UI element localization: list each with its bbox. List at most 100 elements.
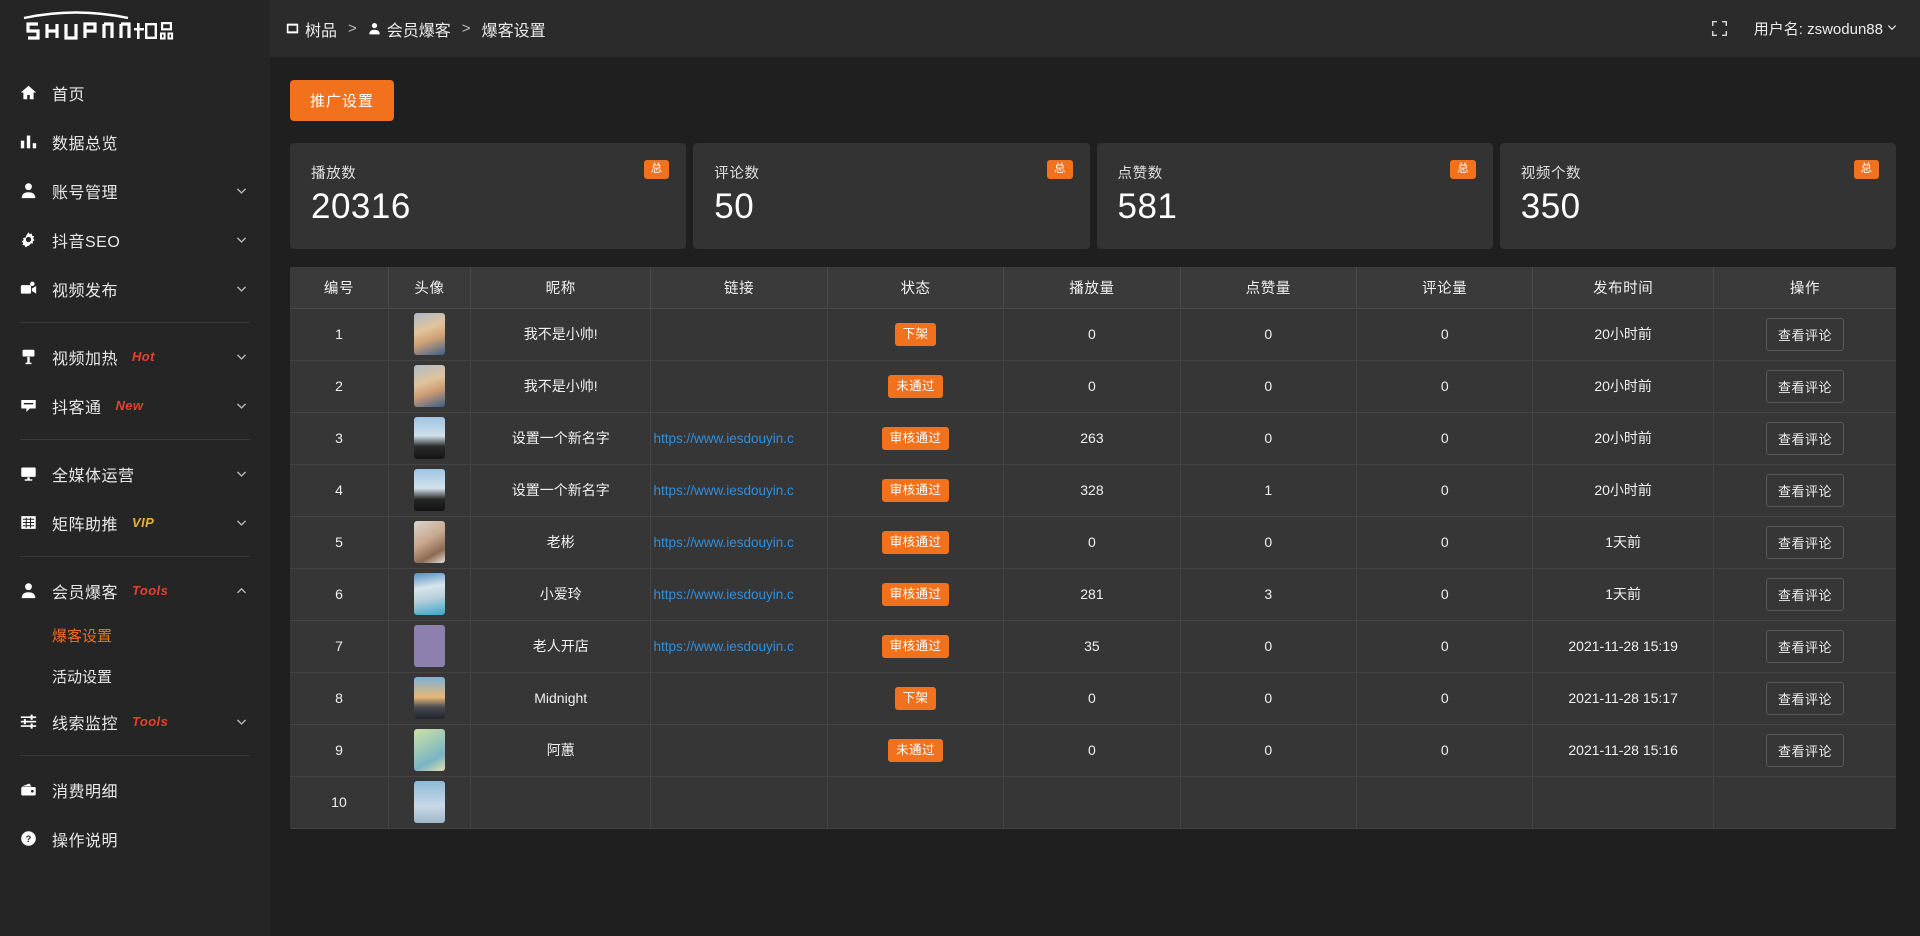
cell-nickname: 设置一个新名字 bbox=[470, 412, 652, 465]
rocket-icon bbox=[20, 348, 42, 365]
sidebar-item-activity-settings[interactable]: 活动设置 bbox=[0, 656, 270, 697]
sidebar-divider bbox=[20, 755, 250, 756]
chevron-down-icon[interactable] bbox=[235, 715, 248, 728]
cell-status: 下架 bbox=[827, 672, 1005, 725]
sidebar-item-member-baoke[interactable]: 会员爆客 Tools bbox=[0, 566, 270, 615]
stat-card-value: 20316 bbox=[311, 187, 411, 226]
chevron-down-icon[interactable] bbox=[235, 467, 248, 480]
sidebar-item-omni-media[interactable]: 全媒体运营 bbox=[0, 449, 270, 498]
sidebar-item-douketong[interactable]: 抖客通 New bbox=[0, 381, 270, 430]
table-row: 4 设置一个新名字 https://www.iesdouyin.c 审核通过 328 1 0… bbox=[290, 464, 1896, 517]
video-link[interactable]: https://www.iesdouyin.c bbox=[653, 586, 794, 602]
chevron-down-icon[interactable] bbox=[235, 282, 248, 295]
sidebar-item-data-overview[interactable]: 数据总览 bbox=[0, 117, 270, 166]
view-comments-button[interactable]: 查看评论 bbox=[1765, 473, 1844, 507]
chevron-down-icon[interactable] bbox=[235, 399, 248, 412]
status-badge: 未通过 bbox=[888, 374, 943, 398]
fullscreen-icon[interactable] bbox=[1711, 20, 1728, 37]
sidebar-item-account-management[interactable]: 账号管理 bbox=[0, 166, 270, 215]
view-comments-button[interactable]: 查看评论 bbox=[1765, 369, 1844, 403]
sidebar-item-consumption-detail[interactable]: 消费明细 bbox=[0, 765, 270, 814]
cell-comments: 0 bbox=[1356, 724, 1534, 777]
view-comments-button[interactable]: 查看评论 bbox=[1765, 577, 1844, 611]
cell-link[interactable]: https://www.iesdouyin.c bbox=[650, 516, 828, 569]
sidebar-item-matrix-boost[interactable]: 矩阵助推 VIP bbox=[0, 498, 270, 547]
brand-logo[interactable] bbox=[0, 0, 270, 58]
cell-plays: 0 bbox=[1003, 360, 1181, 413]
view-comments-button[interactable]: 查看评论 bbox=[1765, 681, 1844, 715]
column-header-avatar: 头像 bbox=[388, 267, 471, 309]
cell-avatar bbox=[388, 464, 471, 517]
cell-status: 审核通过 bbox=[827, 620, 1005, 673]
cell-operations: 查看评论 bbox=[1713, 412, 1896, 465]
chevron-down-icon[interactable] bbox=[235, 350, 248, 363]
sidebar-item-instructions[interactable]: ? 操作说明 bbox=[0, 814, 270, 863]
sidebar-item-baoke-settings[interactable]: 爆客设置 bbox=[0, 615, 270, 656]
cell-publish-time: 20小时前 bbox=[1532, 412, 1714, 465]
cell-publish-time: 2021-11-28 15:17 bbox=[1532, 672, 1714, 725]
video-link[interactable]: https://www.iesdouyin.c bbox=[653, 430, 794, 446]
cell-likes: 0 bbox=[1180, 724, 1358, 777]
video-link[interactable]: https://www.iesdouyin.c bbox=[653, 638, 794, 654]
cell-link[interactable]: https://www.iesdouyin.c bbox=[650, 620, 828, 673]
chevron-down-icon[interactable] bbox=[235, 233, 248, 246]
home-icon bbox=[20, 84, 42, 101]
status-badge: 审核通过 bbox=[881, 530, 950, 554]
column-header-nickname: 昵称 bbox=[470, 267, 652, 309]
cell-id: 3 bbox=[290, 412, 389, 465]
cell-likes: 0 bbox=[1180, 516, 1358, 569]
stat-cards: 播放数 20316 总 评论数 50 总 点赞数 581 总 视频个数 350 bbox=[290, 143, 1896, 249]
page-content: 推广设置 播放数 20316 总 评论数 50 总 点赞数 581 总 bbox=[270, 58, 1920, 936]
view-comments-button[interactable]: 查看评论 bbox=[1765, 421, 1844, 455]
sidebar-item-home[interactable]: 首页 bbox=[0, 68, 270, 117]
column-header-likes: 点赞量 bbox=[1180, 267, 1358, 309]
sidebar-item-label: 操作说明 bbox=[52, 832, 119, 850]
status-badge: 总 bbox=[1450, 160, 1476, 180]
cell-comments: 0 bbox=[1356, 568, 1534, 621]
cell-link[interactable]: https://www.iesdouyin.c bbox=[650, 412, 828, 465]
cell-comments: 0 bbox=[1356, 412, 1534, 465]
avatar bbox=[413, 365, 445, 407]
user-menu[interactable]: 用户名: zswodun88 bbox=[1754, 18, 1898, 39]
sidebar: 首页 数据总览 账号管理 bbox=[0, 0, 270, 936]
chevron-down-icon[interactable] bbox=[235, 516, 248, 529]
cell-link[interactable]: https://www.iesdouyin.c bbox=[650, 568, 828, 621]
status-badge: 总 bbox=[1853, 160, 1879, 180]
submenu-item-label: 活动设置 bbox=[52, 669, 113, 686]
cell-likes: 1 bbox=[1180, 464, 1358, 517]
breadcrumb-item-member-baoke[interactable]: 会员爆客 bbox=[368, 17, 451, 41]
chevron-down-icon[interactable] bbox=[235, 184, 248, 197]
cell-link[interactable]: https://www.iesdouyin.c bbox=[650, 464, 828, 517]
view-comments-button[interactable]: 查看评论 bbox=[1765, 733, 1844, 767]
table-row: 10 bbox=[290, 776, 1896, 829]
cell-operations: 查看评论 bbox=[1713, 672, 1896, 725]
stat-card-value: 350 bbox=[1520, 187, 1581, 226]
video-link[interactable]: https://www.iesdouyin.c bbox=[653, 482, 794, 498]
sidebar-item-video-boost[interactable]: 视频加热 Hot bbox=[0, 332, 270, 381]
chevron-up-icon[interactable] bbox=[235, 584, 248, 597]
status-badge: 总 bbox=[643, 160, 670, 180]
sidebar-item-lead-monitor[interactable]: 线索监控 Tools bbox=[0, 697, 270, 746]
cell-comments: 0 bbox=[1356, 516, 1534, 569]
cell-nickname: Midnight bbox=[470, 672, 652, 725]
promo-settings-button[interactable]: 推广设置 bbox=[290, 80, 395, 121]
sidebar-item-label: 抖客通 bbox=[52, 399, 102, 417]
cell-plays: 35 bbox=[1003, 620, 1181, 673]
view-comments-button[interactable]: 查看评论 bbox=[1765, 629, 1844, 663]
sidebar-item-video-publish[interactable]: 视频发布 bbox=[0, 264, 270, 313]
sidebar-item-douyin-seo[interactable]: 抖音SEO bbox=[0, 215, 270, 264]
video-table: 编号 头像 昵称 链接 状态 播放量 点赞量 评论量 发布时间 操作 1 我不是小 bbox=[290, 267, 1896, 829]
stat-card-value: 581 bbox=[1117, 187, 1178, 226]
cell-avatar bbox=[388, 724, 471, 777]
view-comments-button[interactable]: 查看评论 bbox=[1765, 317, 1844, 351]
member-icon bbox=[20, 582, 42, 599]
cell-status: 未通过 bbox=[827, 724, 1005, 777]
video-link[interactable]: https://www.iesdouyin.c bbox=[653, 534, 794, 550]
table-row: 7 老人开店 https://www.iesdouyin.c 审核通过 35 0 0 2021… bbox=[290, 620, 1896, 673]
table-row: 9 阿蕙 未通过 0 0 0 2021-11-28 15:16 查看评论 bbox=[290, 724, 1896, 777]
breadcrumb-item-root[interactable]: 树品 bbox=[286, 17, 337, 41]
cell-publish-time: 20小时前 bbox=[1532, 360, 1714, 413]
view-comments-button[interactable]: 查看评论 bbox=[1765, 525, 1844, 559]
cell-avatar bbox=[388, 360, 471, 413]
wallet-icon bbox=[20, 781, 42, 798]
